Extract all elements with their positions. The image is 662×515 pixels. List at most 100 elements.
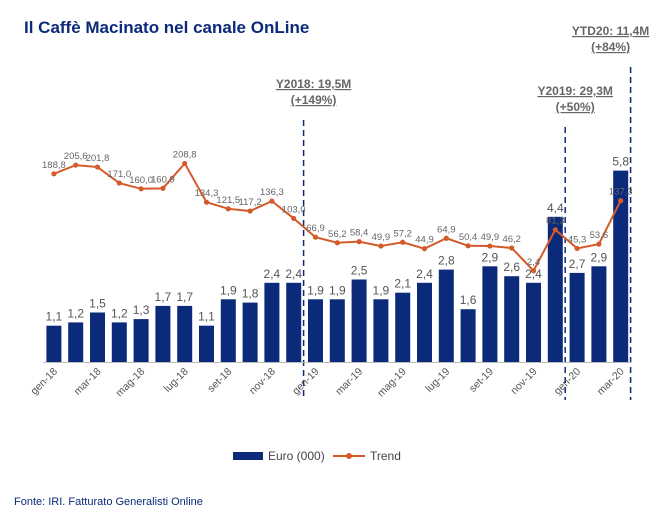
bar	[308, 299, 323, 362]
bar	[569, 272, 585, 362]
legend-label-bars: Euro (000)	[268, 449, 325, 463]
bar	[220, 299, 236, 362]
bar	[395, 292, 411, 362]
bar	[68, 322, 84, 362]
bar	[460, 309, 476, 362]
bar	[613, 170, 629, 362]
trend-value-label: 2,4	[527, 257, 540, 268]
trend-value-label: 53,6	[590, 230, 609, 241]
legend: Euro (000) Trend	[233, 449, 401, 463]
bar	[155, 305, 171, 362]
period-growth-label: (+149%)	[291, 93, 337, 107]
x-tick-label: gen-18	[28, 366, 60, 398]
trend-value-label: 46,2	[502, 234, 521, 245]
bar-value-label: 1,7	[176, 290, 193, 304]
trend-value-label: 205,6	[64, 151, 88, 162]
trend-value-label: 171,0	[107, 169, 131, 180]
bar-value-label: 1,8	[242, 287, 259, 301]
trend-point	[51, 171, 57, 177]
legend-swatch-bars	[233, 452, 263, 460]
bar-value-label: 2,8	[438, 254, 455, 268]
bar-value-label: 2,4	[285, 267, 302, 281]
bar-value-label: 2,4	[264, 267, 281, 281]
period-growth-label: (+50%)	[556, 100, 595, 114]
trend-point	[312, 234, 319, 240]
bar-value-label: 1,5	[89, 297, 106, 311]
trend-value-label: 188,8	[42, 160, 66, 171]
bar	[199, 325, 214, 362]
bar-value-label: 1,7	[155, 290, 172, 304]
bar-value-label: 2,4	[525, 267, 542, 281]
x-axis: gen-18 mar-18 mag-18 lug-18 set-18 nov-18 gen-…	[28, 362, 632, 400]
trend-point	[160, 185, 166, 191]
bar-value-label: 1,2	[111, 306, 128, 320]
chart-title: Il Caffè Macinato nel canale OnLine	[24, 18, 310, 37]
trend-value-label: 160,9	[151, 174, 175, 185]
trend-point	[421, 246, 428, 252]
x-tick-label: nov-18	[247, 366, 278, 397]
trend-point	[116, 180, 122, 186]
trend-point	[618, 198, 624, 204]
trend-value-label: 134,3	[195, 188, 219, 199]
bar-value-label: 2,6	[503, 260, 520, 274]
x-tick-label: mag-18	[114, 366, 148, 400]
x-tick-label: lug-19	[423, 366, 452, 395]
trend-point	[182, 160, 188, 167]
bar-value-label: 1,3	[133, 303, 150, 317]
trend-value-label: 160,0	[129, 175, 153, 186]
trend-series	[51, 160, 624, 274]
trend-value-label: 49,9	[372, 232, 391, 243]
trend-point	[203, 199, 210, 205]
trend-value-label: 57,2	[393, 228, 412, 239]
bar-value-label: 1,9	[329, 283, 346, 297]
trend-point	[509, 245, 515, 251]
x-tick-label: nov-19	[508, 366, 539, 397]
bar-value-label: 2,4	[416, 267, 433, 281]
trend-point	[247, 208, 253, 214]
bar-value-label: 2,5	[351, 264, 368, 278]
period-growth-label: (+84%)	[591, 40, 630, 54]
x-tick-label: mar-19	[333, 366, 365, 398]
period-total-label: Y2018: 19,5M	[276, 77, 351, 91]
legend-marker-trend	[346, 453, 352, 459]
trend-value-label: 103,0	[282, 204, 306, 215]
x-tick-label: mar-18	[72, 366, 104, 398]
trend-point	[378, 243, 384, 249]
bar-value-label: 1,2	[67, 306, 84, 320]
bar	[482, 266, 498, 362]
bar-value-label: 1,1	[46, 310, 63, 324]
x-tick-label: set-18	[205, 366, 234, 395]
x-tick-label: gen-19	[290, 366, 322, 398]
trend-point	[356, 239, 362, 245]
bar-value-label: 1,1	[198, 310, 215, 324]
trend-point	[487, 243, 493, 249]
bar	[111, 322, 127, 362]
bar	[90, 312, 105, 362]
trend-point	[465, 243, 471, 249]
bar-labels: 1,1 1,21,51,2 1,31,7 1,71,11,9 1,82,4 2,41,9 1…	[46, 155, 630, 324]
x-tick-label: lug-18	[162, 366, 191, 395]
bar	[177, 305, 193, 362]
trend-point	[530, 268, 537, 274]
trend-value-label: 136,3	[260, 187, 284, 198]
trend-value-label: 81,3	[546, 216, 565, 227]
trend-value-label: 44,9	[415, 235, 434, 246]
legend-label-trend: Trend	[370, 449, 401, 463]
trend-value-label: 64,9	[437, 224, 456, 235]
trend-value-label: 137,3	[609, 187, 633, 198]
bar-value-label: 2,9	[591, 250, 608, 264]
bar-value-label: 1,9	[373, 283, 390, 297]
trend-point	[574, 245, 580, 252]
bar-value-label: 2,9	[482, 250, 499, 264]
bar	[351, 279, 367, 362]
trend-value-label: 208,8	[173, 149, 197, 160]
trend-value-label: 121,5	[216, 195, 240, 206]
bar	[286, 282, 302, 362]
period-total-label: Y2019: 29,3M	[538, 84, 613, 98]
bar	[46, 325, 62, 362]
period-total-label: YTD20: 11,4M	[572, 24, 649, 38]
x-tick-label: mar-20	[595, 366, 627, 398]
bar	[504, 276, 520, 362]
bar	[547, 216, 563, 362]
